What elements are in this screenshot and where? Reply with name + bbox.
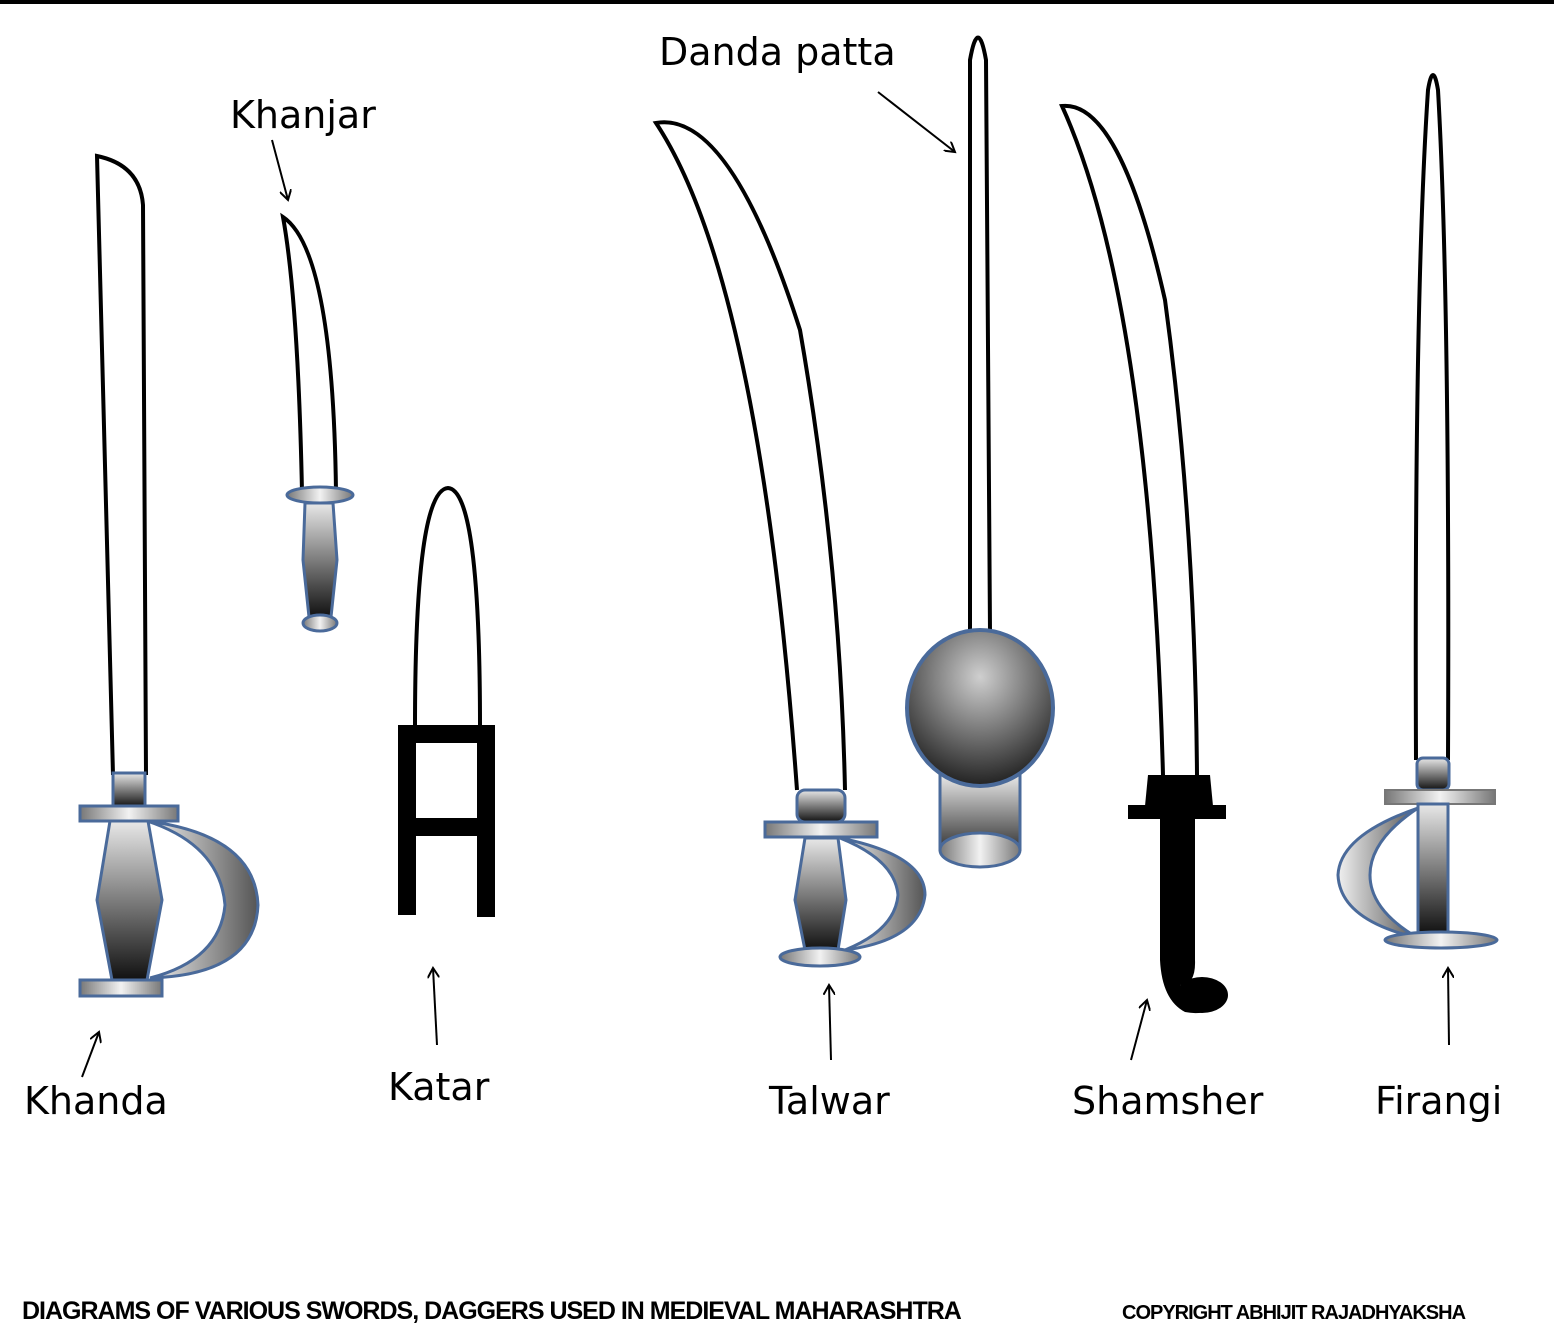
talwar-sword [652, 120, 927, 968]
label-talwar: Talwar [769, 1079, 890, 1123]
talwar-ricasso [795, 788, 847, 824]
danda-patta-cuff-opening [938, 831, 1022, 869]
shamsher-arrow [1130, 1000, 1147, 1061]
talwar-grip [793, 836, 848, 952]
khanda-blade [94, 153, 148, 776]
label-khanjar: Khanjar [230, 93, 376, 137]
khanjar-grip [301, 501, 339, 619]
khanjar-pommel [301, 613, 339, 633]
khanda-pommel [78, 978, 164, 998]
khanda-knuckle-guard [146, 819, 260, 980]
danda-patta-blade [968, 35, 992, 633]
firangi-grip [1416, 802, 1450, 936]
talwar-blade [652, 120, 847, 791]
copyright-notice: COPYRIGHT ABHIJIT RAJADHYAKSHA [1122, 1302, 1466, 1324]
katar-dagger [398, 485, 495, 917]
danda-patta-gauntlet-dome [905, 628, 1055, 788]
label-khanda: Khanda [24, 1079, 168, 1123]
firangi-knuckle-guard [1336, 806, 1419, 940]
shamsher-pommel [1176, 977, 1228, 1013]
katar-grip-bar [398, 818, 495, 836]
shamsher-grip [1160, 819, 1228, 1014]
firangi-pommel [1383, 930, 1499, 950]
firangi-ricasso [1415, 756, 1451, 792]
khanda-ricasso [111, 771, 147, 809]
talwar-pommel [778, 946, 862, 968]
top-border-line [0, 0, 1554, 4]
shamsher-ricasso [1145, 775, 1213, 806]
katar-top-bar [398, 725, 495, 743]
label-shamsher: Shamsher [1072, 1079, 1264, 1123]
diagram-caption: DIAGRAMS OF VARIOUS SWORDS, DAGGERS USED… [22, 1297, 962, 1325]
khanjar-blade [280, 212, 338, 493]
talwar-crossguard [763, 820, 879, 839]
khanda-crossguard [78, 804, 180, 823]
label-firangi: Firangi [1375, 1079, 1503, 1123]
label-katar: Katar [388, 1065, 490, 1109]
talwar-knuckle-guard [839, 836, 927, 952]
talwar-arrow [829, 985, 831, 1061]
khanda-sword [78, 153, 260, 998]
katar-blade [413, 485, 482, 728]
label-danda-patta: Danda patta [659, 30, 896, 74]
khanda-arrow [81, 1032, 99, 1078]
shamsher-blade [1059, 103, 1199, 776]
katar-arrow [433, 968, 437, 1046]
danda-patta-gauntlet-sword [905, 35, 1055, 869]
shamsher-sword [1059, 103, 1228, 1014]
khanjar-arrow [271, 139, 288, 200]
firangi-crossguard [1384, 789, 1496, 805]
danda-patta-arrow [877, 91, 955, 152]
firangi-sword [1336, 73, 1499, 950]
khanjar-dagger [280, 212, 355, 633]
shamsher-crossguard [1128, 805, 1226, 819]
khanda-grip [95, 819, 164, 982]
firangi-arrow [1448, 968, 1449, 1046]
firangi-blade [1413, 73, 1451, 761]
khanjar-guard [285, 485, 355, 505]
